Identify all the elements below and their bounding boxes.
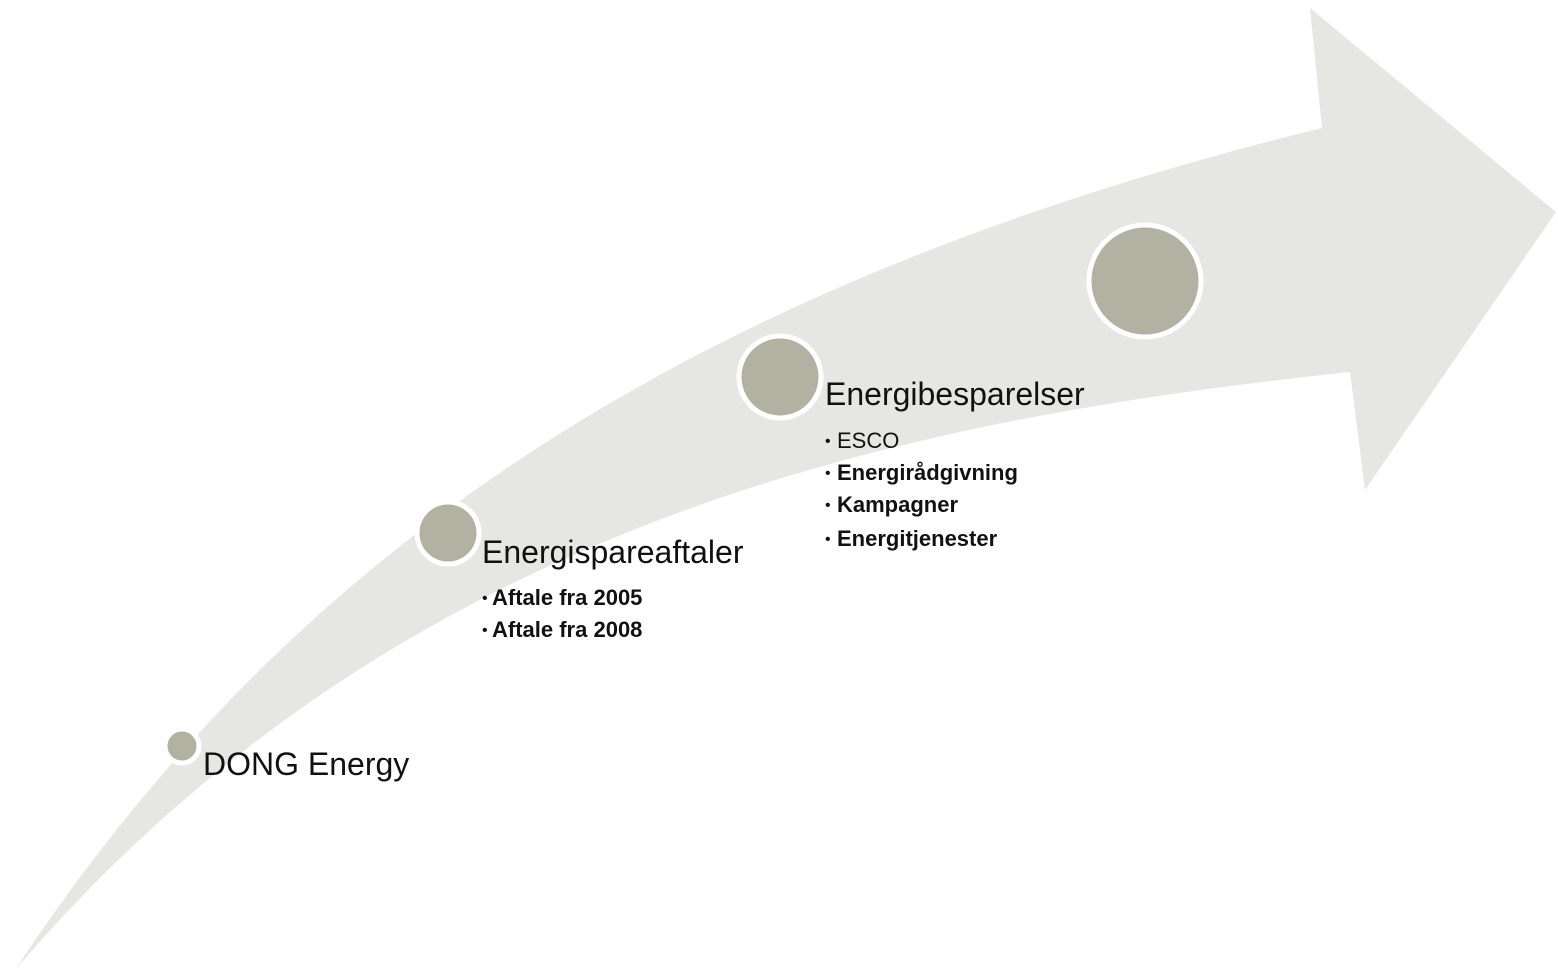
step-item: Kampagner [837, 492, 958, 517]
step-node [1086, 222, 1204, 340]
bullet: • [825, 465, 831, 482]
bullet: • [825, 433, 831, 450]
bullet: • [825, 497, 831, 514]
step-node [414, 499, 482, 567]
bullet: • [482, 622, 488, 639]
step-item: ESCO [837, 428, 899, 453]
step-item: Energitjenester [837, 526, 998, 551]
bullet: • [825, 531, 831, 548]
growth-arrow [15, 8, 1556, 970]
bullet: • [482, 590, 488, 607]
step-title: Energispareaftaler [482, 534, 744, 570]
step-item: Energirådgivning [837, 460, 1018, 485]
step-node [736, 333, 824, 421]
step-title: DONG Energy [203, 746, 409, 782]
step-item: Aftale fra 2008 [492, 617, 642, 642]
step-item: Aftale fra 2005 [492, 585, 642, 610]
step-title: Energibesparelser [825, 376, 1085, 412]
step-node [162, 726, 202, 766]
